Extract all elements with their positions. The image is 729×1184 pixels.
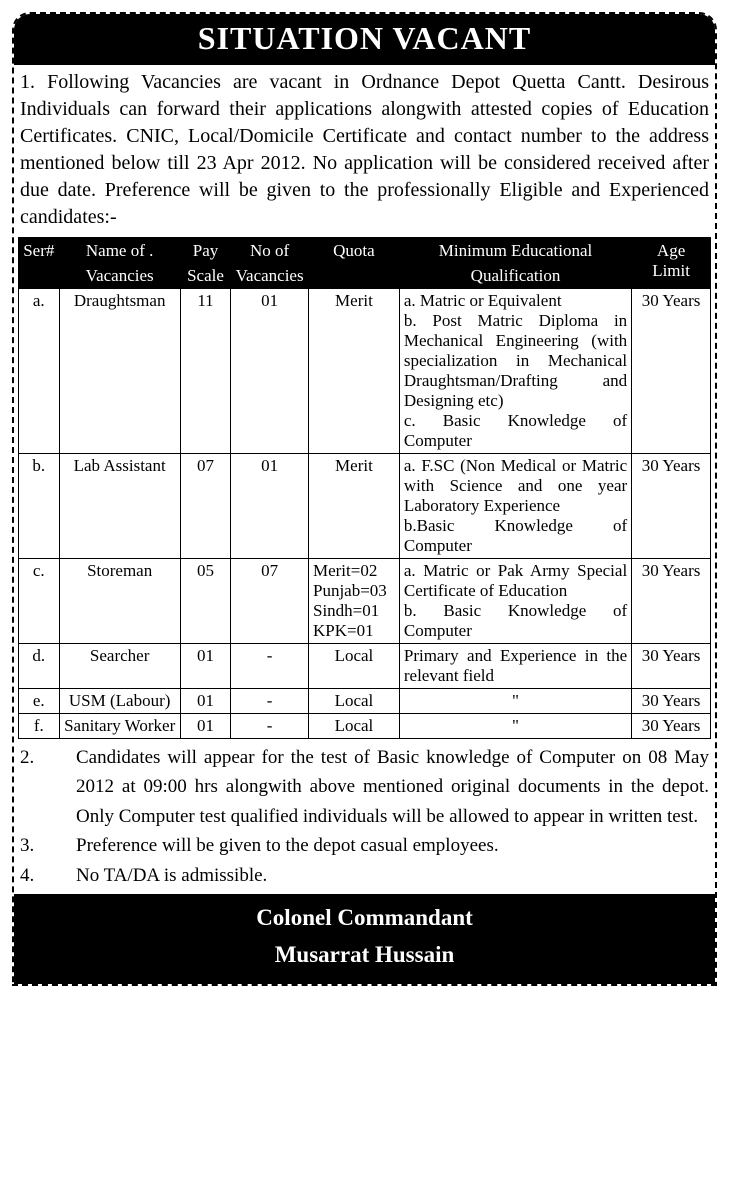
note-text: Preference will be given to the depot ca…: [76, 831, 709, 860]
th-pay1: Pay: [180, 238, 231, 264]
cell-nov: -: [231, 644, 309, 689]
cell-name: Lab Assistant: [59, 454, 180, 559]
cell-nov: 01: [231, 289, 309, 454]
notes-section: 2.Candidates will appear for the test of…: [14, 739, 715, 892]
footer-line1: Colonel Commandant: [14, 900, 715, 937]
cell-pay: 11: [180, 289, 231, 454]
th-quota: Quota: [308, 238, 399, 289]
cell-age: 30 Years: [632, 689, 711, 714]
table-body: a.Draughtsman1101Merita. Matric or Equiv…: [19, 289, 711, 739]
th-nov2: Vacancies: [231, 264, 309, 289]
table-row: e.USM (Labour)01-Local"30 Years: [19, 689, 711, 714]
cell-ser: f.: [19, 714, 60, 739]
cell-age: 30 Years: [632, 559, 711, 644]
cell-quota: Merit=02 Punjab=03 Sindh=01 KPK=01: [308, 559, 399, 644]
th-ser: Ser#: [19, 238, 60, 289]
note-number: 2.: [20, 743, 76, 831]
cell-quota: Merit: [308, 454, 399, 559]
cell-age: 30 Years: [632, 454, 711, 559]
th-qual1: Minimum Educational: [399, 238, 631, 264]
table-header: Ser# Name of . Pay No of Quota Minimum E…: [19, 238, 711, 289]
cell-age: 30 Years: [632, 289, 711, 454]
cell-qualification: ": [399, 689, 631, 714]
table-row: f.Sanitary Worker01-Local"30 Years: [19, 714, 711, 739]
footer-bar: Colonel Commandant Musarrat Hussain: [14, 894, 715, 984]
advertisement-page: SITUATION VACANT 1. Following Vacancies …: [12, 12, 717, 986]
cell-nov: -: [231, 714, 309, 739]
note-number: 4.: [20, 861, 76, 890]
note-row: 3.Preference will be given to the depot …: [20, 831, 709, 860]
publisher-label: Orient Quetta: [26, 912, 37, 967]
note-text: Candidates will appear for the test of B…: [76, 743, 709, 831]
cell-qualification: a. Matric or Pak Army Special Certificat…: [399, 559, 631, 644]
pid-label: PID(Q)118/2012: [706, 910, 717, 977]
cell-ser: b.: [19, 454, 60, 559]
cell-qualification: ": [399, 714, 631, 739]
note-number: 3.: [20, 831, 76, 860]
cell-age: 30 Years: [632, 644, 711, 689]
note-row: 2.Candidates will appear for the test of…: [20, 743, 709, 831]
cell-quota: Local: [308, 644, 399, 689]
page-title: SITUATION VACANT: [198, 20, 531, 56]
table-row: c.Storeman0507Merit=02 Punjab=03 Sindh=0…: [19, 559, 711, 644]
cell-name: USM (Labour): [59, 689, 180, 714]
table-row: b.Lab Assistant0701Merita. F.SC (Non Med…: [19, 454, 711, 559]
th-qual2: Qualification: [399, 264, 631, 289]
cell-pay: 07: [180, 454, 231, 559]
table-row: d.Searcher01-LocalPrimary and Experience…: [19, 644, 711, 689]
th-name1: Name of .: [59, 238, 180, 264]
cell-name: Searcher: [59, 644, 180, 689]
th-pay2: Scale: [180, 264, 231, 289]
cell-pay: 01: [180, 714, 231, 739]
footer-line2: Musarrat Hussain: [14, 937, 715, 974]
cell-qualification: a. F.SC (Non Medical or Matric with Scie…: [399, 454, 631, 559]
cell-name: Draughtsman: [59, 289, 180, 454]
cell-ser: e.: [19, 689, 60, 714]
cell-name: Storeman: [59, 559, 180, 644]
cell-nov: 01: [231, 454, 309, 559]
cell-pay: 01: [180, 644, 231, 689]
cell-nov: 07: [231, 559, 309, 644]
cell-pay: 01: [180, 689, 231, 714]
note-row: 4.No TA/DA is admissible.: [20, 861, 709, 890]
cell-age: 30 Years: [632, 714, 711, 739]
cell-qualification: a. Matric or Equivalent b. Post Matric D…: [399, 289, 631, 454]
page-title-bar: SITUATION VACANT: [14, 14, 715, 65]
cell-qualification: Primary and Experience in the relevant f…: [399, 644, 631, 689]
th-nov1: No of: [231, 238, 309, 264]
cell-name: Sanitary Worker: [59, 714, 180, 739]
cell-ser: a.: [19, 289, 60, 454]
cell-pay: 05: [180, 559, 231, 644]
table-row: a.Draughtsman1101Merita. Matric or Equiv…: [19, 289, 711, 454]
intro-paragraph: 1. Following Vacancies are vacant in Ord…: [14, 65, 715, 237]
vacancies-table: Ser# Name of . Pay No of Quota Minimum E…: [18, 237, 711, 739]
cell-nov: -: [231, 689, 309, 714]
cell-ser: c.: [19, 559, 60, 644]
th-age: Age Limit: [632, 238, 711, 289]
note-text: No TA/DA is admissible.: [76, 861, 709, 890]
th-name2: Vacancies: [59, 264, 180, 289]
cell-quota: Local: [308, 689, 399, 714]
cell-quota: Merit: [308, 289, 399, 454]
cell-ser: d.: [19, 644, 60, 689]
cell-quota: Local: [308, 714, 399, 739]
